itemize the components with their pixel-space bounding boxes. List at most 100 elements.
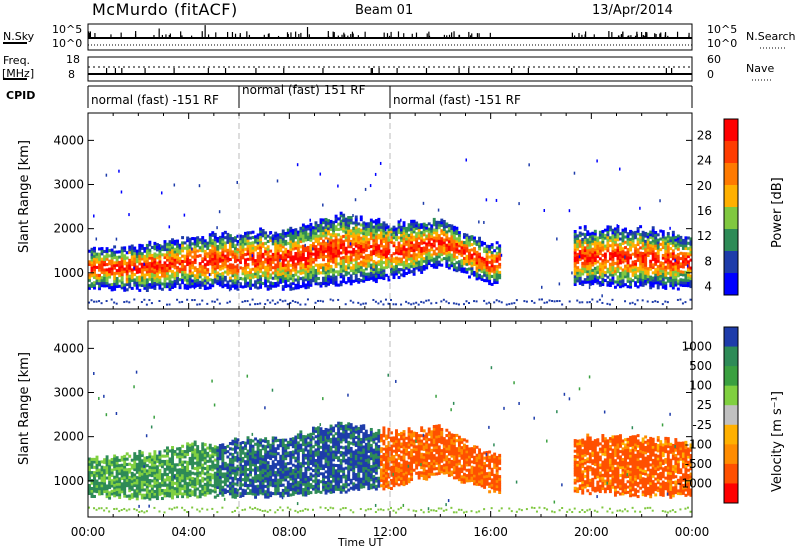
heatmap-cell — [407, 252, 411, 256]
heatmap-cell — [256, 257, 260, 261]
heatmap-cell — [128, 483, 132, 487]
heatmap-cell — [681, 257, 685, 261]
heatmap-cell — [437, 220, 441, 224]
heatmap-cell — [319, 242, 323, 246]
heatmap-cell — [332, 273, 336, 277]
heatmap-cell — [475, 258, 479, 262]
heatmap-cell — [306, 277, 310, 281]
heatmap-cell — [143, 461, 147, 465]
heatmap-cell — [98, 507, 101, 510]
heatmap-cell — [128, 269, 132, 273]
station-title: McMurdo (fitACF) — [92, 0, 238, 19]
heatmap-cell — [415, 255, 419, 260]
heatmap-cell — [442, 230, 446, 234]
heatmap-cell — [246, 438, 250, 442]
heatmap-cell — [168, 486, 172, 490]
heatmap-cell — [676, 266, 680, 270]
heatmap-cell — [93, 479, 96, 483]
heatmap-cell — [241, 509, 244, 512]
heatmap-cell — [629, 256, 632, 260]
heatmap-cell — [427, 262, 431, 266]
heatmap-cell — [191, 490, 195, 494]
heatmap-cell — [206, 268, 210, 272]
heatmap-cell — [294, 254, 298, 258]
heatmap-cell — [256, 259, 260, 264]
heatmap-cell — [163, 459, 167, 463]
heatmap-cell — [583, 233, 587, 237]
heatmap-cell — [231, 266, 235, 270]
heatmap-cell — [133, 254, 137, 258]
heatmap-cell — [382, 234, 386, 238]
heatmap-cell — [155, 264, 159, 268]
heatmap-cell — [276, 283, 280, 287]
heatmap-cell — [148, 465, 152, 469]
heatmap-cell — [332, 231, 336, 235]
heatmap-cell — [357, 280, 361, 284]
heatmap-cell — [236, 242, 240, 246]
heatmap-cell — [286, 271, 290, 275]
heatmap-cell — [216, 279, 220, 283]
heatmap-cell — [379, 262, 383, 266]
heatmap-cell — [113, 454, 117, 458]
heatmap-cell — [138, 283, 142, 287]
heatmap-cell — [226, 473, 230, 478]
heatmap-cell — [259, 227, 263, 231]
heatmap-cell — [309, 262, 313, 266]
heatmap-cell — [231, 460, 235, 464]
heatmap-cell — [613, 269, 617, 273]
heatmap-cell — [676, 253, 680, 257]
heatmap-cell — [359, 279, 363, 283]
heatmap-cell — [661, 277, 665, 281]
heatmap-cell — [155, 253, 159, 257]
heatmap-cell — [183, 452, 187, 456]
heatmap-cell — [447, 229, 451, 233]
heatmap-cell — [460, 269, 464, 273]
heatmap-cell — [634, 283, 638, 287]
heatmap-cell — [621, 255, 625, 259]
heatmap-cell — [105, 263, 109, 267]
heatmap-cell — [166, 491, 169, 495]
heatmap-cell — [573, 245, 577, 249]
heatmap-cell — [231, 452, 235, 457]
heatmap-cell — [150, 277, 154, 281]
heatmap-cell — [412, 302, 415, 305]
heatmap-cell — [223, 283, 227, 287]
heatmap-cell — [432, 223, 436, 227]
heatmap-cell — [178, 447, 182, 451]
heatmap-cell — [493, 267, 497, 271]
heatmap-cell — [163, 282, 167, 286]
heatmap-cell — [327, 264, 330, 268]
heatmap-cell — [387, 230, 391, 234]
heatmap-cell — [624, 230, 627, 234]
heatmap-cell — [447, 247, 451, 251]
heatmap-cell — [244, 481, 247, 485]
heatmap-cell — [158, 487, 162, 491]
heatmap-cell — [196, 273, 200, 277]
heatmap-cell — [349, 250, 353, 254]
heatmap-cell — [415, 234, 419, 238]
heatmap-cell — [337, 249, 341, 253]
heatmap-cell — [228, 247, 232, 251]
heatmap-cell — [676, 282, 680, 286]
heatmap-cell — [369, 221, 373, 225]
heatmap-cell — [249, 454, 252, 458]
heatmap-cell — [624, 269, 627, 273]
heatmap-cell — [239, 455, 242, 459]
heatmap-cell — [196, 482, 200, 486]
heatmap-cell — [299, 266, 303, 270]
heatmap-cell — [649, 280, 653, 284]
heatmap-cell — [493, 280, 497, 285]
heatmap-cell — [588, 286, 591, 290]
heatmap-cell — [400, 228, 403, 232]
heatmap-cell — [626, 232, 630, 236]
heatmap-cell — [208, 480, 212, 484]
heatmap-cell — [123, 254, 127, 258]
heatmap-cell — [314, 247, 318, 251]
heatmap-cell — [221, 443, 225, 447]
heatmap-cell — [362, 302, 365, 305]
heatmap-cell — [498, 247, 502, 251]
heatmap-cell — [349, 279, 353, 283]
heatmap-cell — [636, 237, 640, 241]
nsky-spike — [263, 34, 265, 38]
heatmap-cell — [422, 257, 426, 261]
